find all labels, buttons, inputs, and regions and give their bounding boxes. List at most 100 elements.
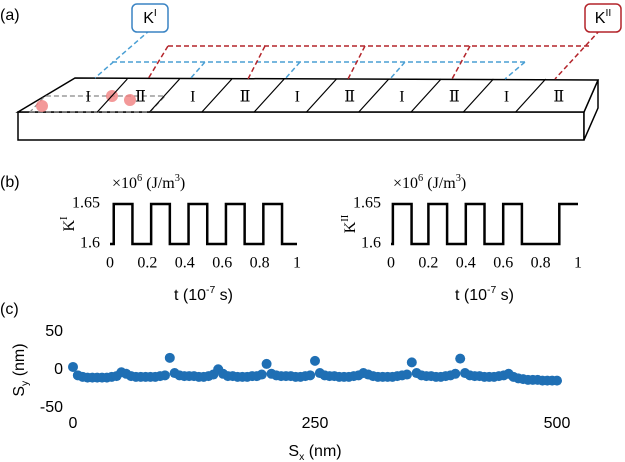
label-part: 3: [456, 173, 461, 184]
panel-label: (c): [0, 301, 19, 318]
segment-label: I: [190, 89, 195, 106]
segment-divider: [410, 78, 442, 113]
label-part: 6: [137, 173, 142, 184]
unit-annotation: ×106 (J/m3): [393, 173, 466, 192]
segment-label: Ⅱ: [449, 89, 460, 106]
label-part: y: [20, 380, 31, 386]
x-axis-label: Sx (nm): [288, 443, 341, 462]
x-axis-label: t (10-7 s): [455, 285, 514, 304]
point: [310, 355, 320, 366]
segment-divider: [253, 78, 285, 113]
label-part: II: [340, 214, 351, 221]
label-part: ×10: [112, 175, 137, 192]
label-part: -7: [206, 285, 215, 296]
y-tick-label: 1.6: [361, 235, 381, 252]
x-tick-label: 0: [106, 255, 114, 272]
label-part: ): [180, 175, 185, 192]
label-part: K: [61, 220, 78, 232]
segment-label: Ⅱ: [240, 89, 251, 106]
x-tick-label: 250: [302, 415, 329, 432]
segment-divider: [96, 78, 128, 113]
x-tick-label: 0.8: [531, 255, 551, 272]
label-part: (J/m: [423, 175, 456, 192]
point: [68, 361, 78, 372]
diagram: [15, 29, 601, 141]
label-part: s): [215, 287, 233, 304]
point: [450, 368, 461, 379]
label-part: K: [143, 10, 154, 27]
x-tick-label: 0.6: [212, 255, 232, 272]
x-tick-label: 0.4: [456, 255, 476, 272]
label-part: K: [342, 221, 359, 233]
label-part: x: [299, 452, 305, 462]
label-part: (10: [183, 287, 206, 304]
segment-divider: [358, 78, 390, 113]
x-axis-label: t (10-7 s): [174, 285, 233, 304]
spot: [36, 100, 48, 112]
x-tick-label: 0: [387, 255, 395, 272]
segment-divider: [201, 78, 233, 113]
x-tick-label: 0.4: [175, 255, 195, 272]
segment-label: Ⅱ: [344, 89, 355, 106]
k2-connector: [147, 29, 601, 80]
label-part: (nm): [304, 443, 341, 460]
label-part: (10: [464, 287, 487, 304]
label-part: -7: [487, 285, 496, 296]
board-top: [15, 77, 600, 113]
segment-divider: [462, 78, 494, 113]
point: [401, 369, 412, 380]
point: [305, 370, 316, 381]
label-part: I: [154, 8, 157, 19]
x-tick-label: 0.6: [493, 255, 513, 272]
point: [159, 370, 170, 381]
label-part: ×10: [393, 175, 418, 192]
segment-divider: [515, 78, 547, 113]
label-part: s): [496, 287, 514, 304]
y-tick-label: 50: [45, 323, 63, 340]
label-part: (J/m: [142, 175, 175, 192]
segment-divider: [306, 78, 337, 113]
x-tick-label: 500: [544, 415, 571, 432]
board-front: [17, 111, 585, 141]
label-part: S: [288, 443, 299, 460]
segment-label: Ⅱ: [135, 89, 146, 106]
square-wave: [110, 202, 297, 246]
label-part: ): [461, 175, 466, 192]
x-tick-label: 0.2: [137, 255, 157, 272]
unit-annotation: ×106 (J/m3): [112, 173, 185, 192]
x-tick-label: 0: [69, 415, 78, 432]
square-wave: [391, 202, 578, 246]
x-tick-label: 0.2: [418, 255, 438, 272]
point: [164, 352, 175, 363]
k-box: [584, 3, 622, 33]
point: [256, 369, 267, 380]
y-tick-label: 1.65: [353, 195, 381, 212]
label-part: (nm): [11, 343, 28, 380]
k-label: KI: [143, 8, 157, 27]
label-part: I: [59, 216, 70, 220]
panel-label: (a): [0, 7, 20, 24]
x-tick-label: 0.8: [250, 255, 270, 272]
label-part: t: [174, 287, 183, 304]
segment-label: I: [85, 89, 90, 106]
point: [552, 375, 562, 386]
segment-label: I: [399, 89, 404, 106]
y-axis-label: Sy (nm): [11, 343, 31, 396]
label-part: t: [455, 287, 464, 304]
x-tick-label: 1: [293, 255, 301, 272]
y-tick-label: -50: [40, 399, 63, 416]
panel-label: (b): [0, 174, 20, 191]
k-box: [131, 3, 169, 33]
label-part: 6: [418, 173, 423, 184]
y-axis-label: KII: [340, 214, 359, 233]
y-tick-label: 1.65: [72, 195, 100, 212]
x-tick-label: 1: [574, 255, 582, 272]
label-part: 3: [175, 173, 180, 184]
point: [455, 353, 466, 364]
point: [406, 357, 417, 368]
label-part: II: [605, 8, 611, 19]
y-tick-label: 0: [54, 361, 63, 378]
point: [261, 358, 272, 369]
